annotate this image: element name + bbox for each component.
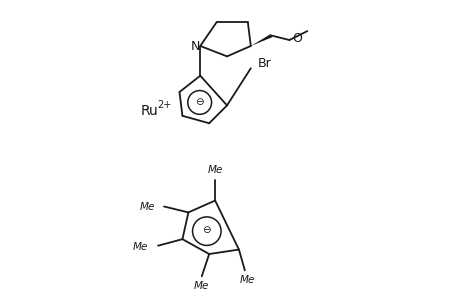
Text: ⊖: ⊖ (202, 225, 211, 235)
Text: Ru: Ru (140, 104, 158, 118)
Text: Me: Me (239, 275, 254, 285)
Text: Me: Me (140, 202, 155, 212)
Text: ⊖: ⊖ (195, 98, 204, 107)
Text: 2+: 2+ (157, 100, 171, 110)
Text: Me: Me (133, 242, 148, 253)
Text: Me: Me (207, 165, 222, 175)
Text: N: N (191, 40, 200, 53)
Text: Br: Br (257, 57, 271, 70)
Text: O: O (291, 32, 301, 45)
Text: Me: Me (193, 281, 208, 291)
Polygon shape (250, 34, 272, 46)
